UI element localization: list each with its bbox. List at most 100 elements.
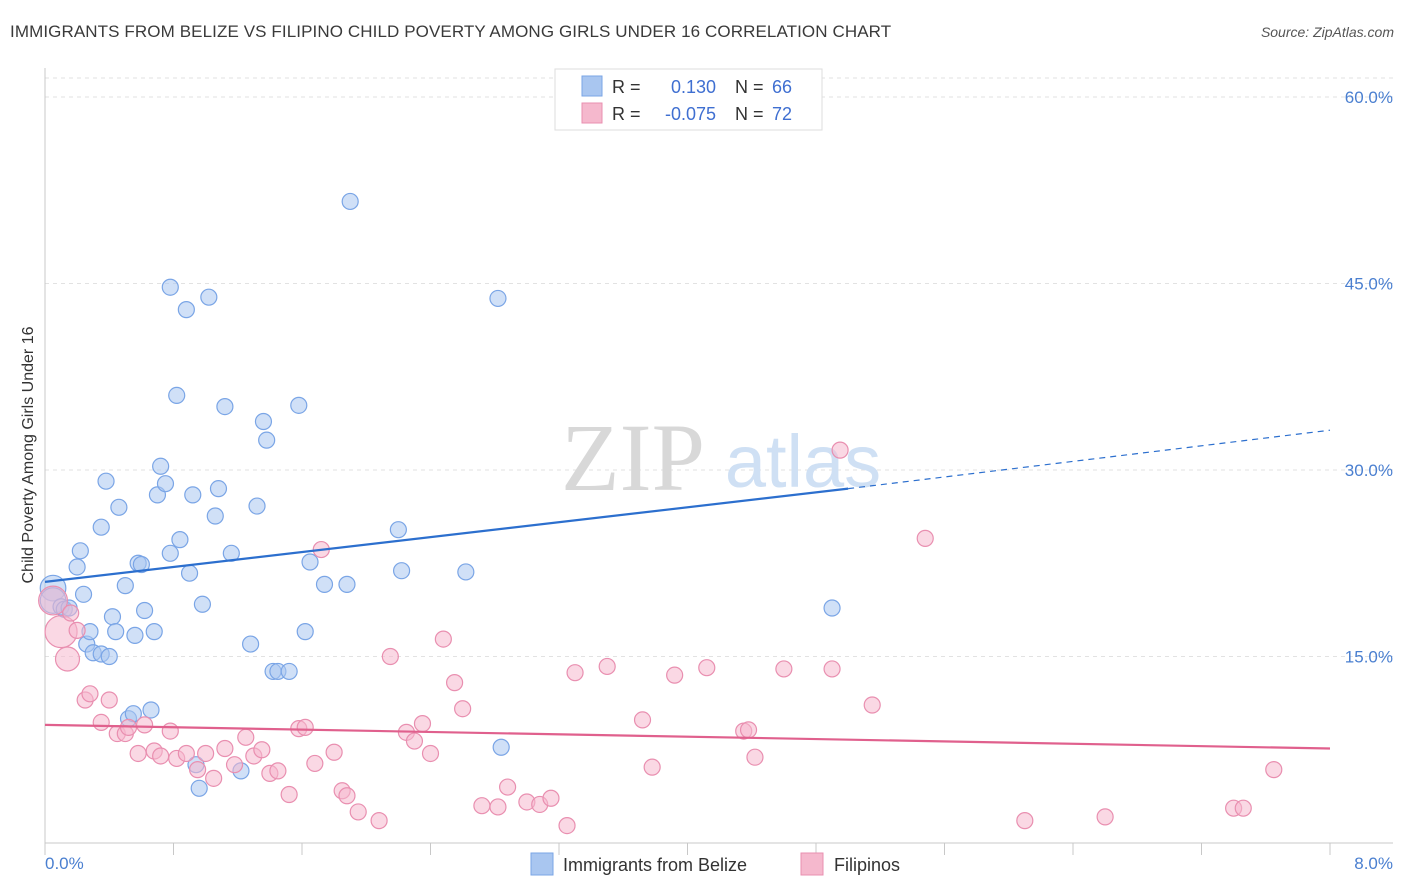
point-filipinos (349, 803, 367, 821)
series-filipinos-points (38, 441, 1283, 835)
point-belize (296, 623, 314, 641)
point-belize (132, 555, 150, 574)
point-belize (103, 608, 122, 626)
point-belize (110, 498, 128, 516)
point-filipinos (205, 769, 223, 787)
watermark-zip: ZIP (561, 404, 705, 511)
point-filipinos (434, 630, 452, 648)
chart-title: IMMIGRANTS FROM BELIZE VS FILIPINO CHILD… (10, 22, 892, 41)
point-filipinos (633, 711, 652, 729)
point-belize (152, 457, 170, 475)
point-belize (489, 289, 507, 308)
point-belize (290, 396, 308, 414)
bottom-legend-label-filipinos: Filipinos (834, 855, 900, 875)
point-belize (315, 575, 334, 593)
point-filipinos (197, 744, 215, 763)
point-belize (171, 531, 189, 549)
point-belize (242, 635, 260, 653)
point-belize (92, 518, 110, 536)
point-filipinos (558, 816, 576, 835)
point-belize (107, 623, 125, 641)
point-belize (457, 563, 475, 581)
trend-line-belize-extension (848, 429, 1331, 490)
x-ticks (44, 843, 1331, 855)
point-filipinos (38, 585, 69, 616)
point-filipinos (225, 756, 244, 774)
y-tick-label: 60.0% (1345, 88, 1393, 107)
legend-r-label-belize: R = (612, 77, 641, 97)
point-filipinos (916, 529, 934, 547)
stats-legend: R = 0.130 N = 66 R = -0.075 N = 72 (554, 68, 823, 131)
point-filipinos (1265, 761, 1283, 779)
point-belize (145, 623, 163, 641)
point-belize (161, 278, 179, 296)
legend-r-value-filipinos: -0.075 (665, 104, 716, 124)
point-filipinos (542, 789, 560, 807)
point-belize (142, 701, 160, 719)
point-filipinos (1234, 799, 1252, 817)
point-filipinos (161, 722, 179, 740)
point-filipinos (296, 718, 314, 736)
point-belize (190, 779, 208, 797)
point-belize (193, 595, 212, 613)
point-belize (126, 626, 144, 644)
point-filipinos (325, 743, 343, 761)
trend-lines (44, 429, 1331, 750)
point-filipinos (338, 787, 356, 805)
legend-n-label-filipinos: N = (735, 104, 764, 124)
point-filipinos (489, 798, 507, 816)
legend-n-value-filipinos: 72 (772, 104, 792, 124)
point-filipinos (253, 741, 271, 759)
point-belize (341, 192, 359, 211)
point-belize (156, 475, 175, 493)
point-belize (180, 564, 199, 582)
source-label: Source: ZipAtlas.com (1260, 24, 1394, 40)
point-belize (71, 542, 89, 560)
legend-n-value-belize: 66 (772, 77, 792, 97)
point-belize (74, 585, 93, 603)
point-filipinos (1096, 808, 1114, 826)
point-belize (389, 521, 407, 539)
point-belize (280, 662, 298, 681)
point-filipinos (499, 778, 517, 796)
point-belize (254, 412, 273, 431)
x-tick-label-min: 0.0% (45, 854, 84, 873)
trend-line-belize (44, 487, 849, 583)
bottom-legend-swatch-filipinos (800, 852, 824, 876)
point-belize (116, 577, 134, 595)
point-belize (301, 553, 319, 571)
point-belize (209, 480, 228, 498)
y-tick-label: 15.0% (1345, 648, 1393, 667)
point-filipinos (54, 646, 81, 672)
y-tick-label: 30.0% (1345, 461, 1393, 480)
point-filipinos (216, 739, 234, 758)
point-filipinos (177, 744, 195, 763)
point-filipinos (68, 621, 86, 639)
point-belize (258, 431, 276, 449)
point-filipinos (421, 744, 440, 763)
point-belize (168, 386, 186, 404)
point-filipinos (831, 441, 849, 459)
point-filipinos (370, 812, 388, 830)
point-filipinos (381, 647, 399, 666)
point-filipinos (152, 747, 170, 765)
point-filipinos (643, 758, 661, 776)
point-filipinos (135, 716, 154, 734)
point-belize (100, 647, 118, 666)
y-axis-label: Child Poverty Among Girls Under 16 (20, 326, 37, 583)
point-filipinos (598, 657, 616, 676)
series-legend: Immigrants from Belize Filipinos (530, 852, 900, 876)
point-filipinos (454, 700, 472, 718)
gridlines (45, 77, 1393, 657)
point-belize (492, 738, 510, 756)
watermark: ZIP atlas (561, 404, 881, 511)
point-belize (248, 497, 266, 515)
point-filipinos (746, 748, 764, 766)
point-filipinos (100, 691, 118, 709)
point-filipinos (698, 659, 716, 677)
point-belize (177, 301, 195, 319)
point-belize (392, 562, 411, 580)
point-filipinos (92, 713, 110, 731)
point-filipinos (62, 604, 80, 622)
